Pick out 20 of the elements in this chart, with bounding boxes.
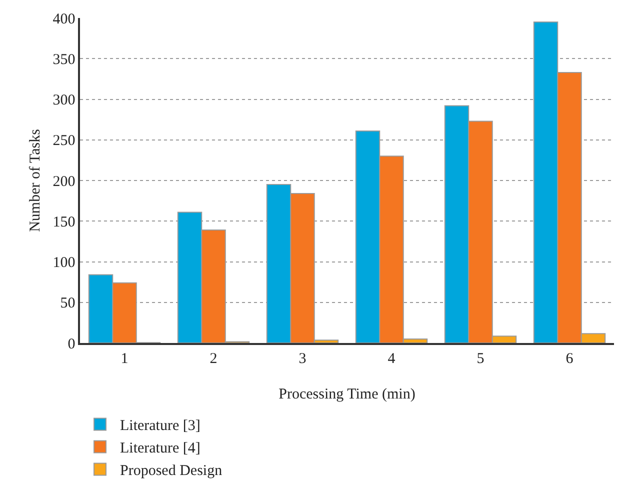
x-tick-label: 2 <box>210 350 218 367</box>
y-axis-title: Number of Tasks <box>28 128 44 232</box>
x-tick-label: 4 <box>388 350 396 367</box>
y-tick-label: 50 <box>60 296 76 312</box>
y-tick-label: 150 <box>52 214 76 230</box>
y-tick-label: 250 <box>52 133 76 150</box>
x-tick-label: 6 <box>566 350 574 367</box>
legend-label: Literature [3] <box>120 418 200 434</box>
legend-label: Proposed Design <box>120 463 223 480</box>
y-tick-label: 0 <box>68 336 76 352</box>
legend-label: Literature [4] <box>120 440 200 457</box>
y-tick-label: 300 <box>52 92 76 108</box>
y-tick-label: 400 <box>52 11 76 28</box>
y-tick-label: 200 <box>52 174 76 190</box>
y-tick-label: 100 <box>52 255 76 271</box>
x-tick-label: 1 <box>120 350 128 367</box>
x-tick-label: 5 <box>476 350 484 367</box>
y-tick-label: 350 <box>52 52 76 68</box>
x-axis-title: Processing Time (min) <box>278 386 416 402</box>
x-tick-label: 3 <box>298 350 306 367</box>
